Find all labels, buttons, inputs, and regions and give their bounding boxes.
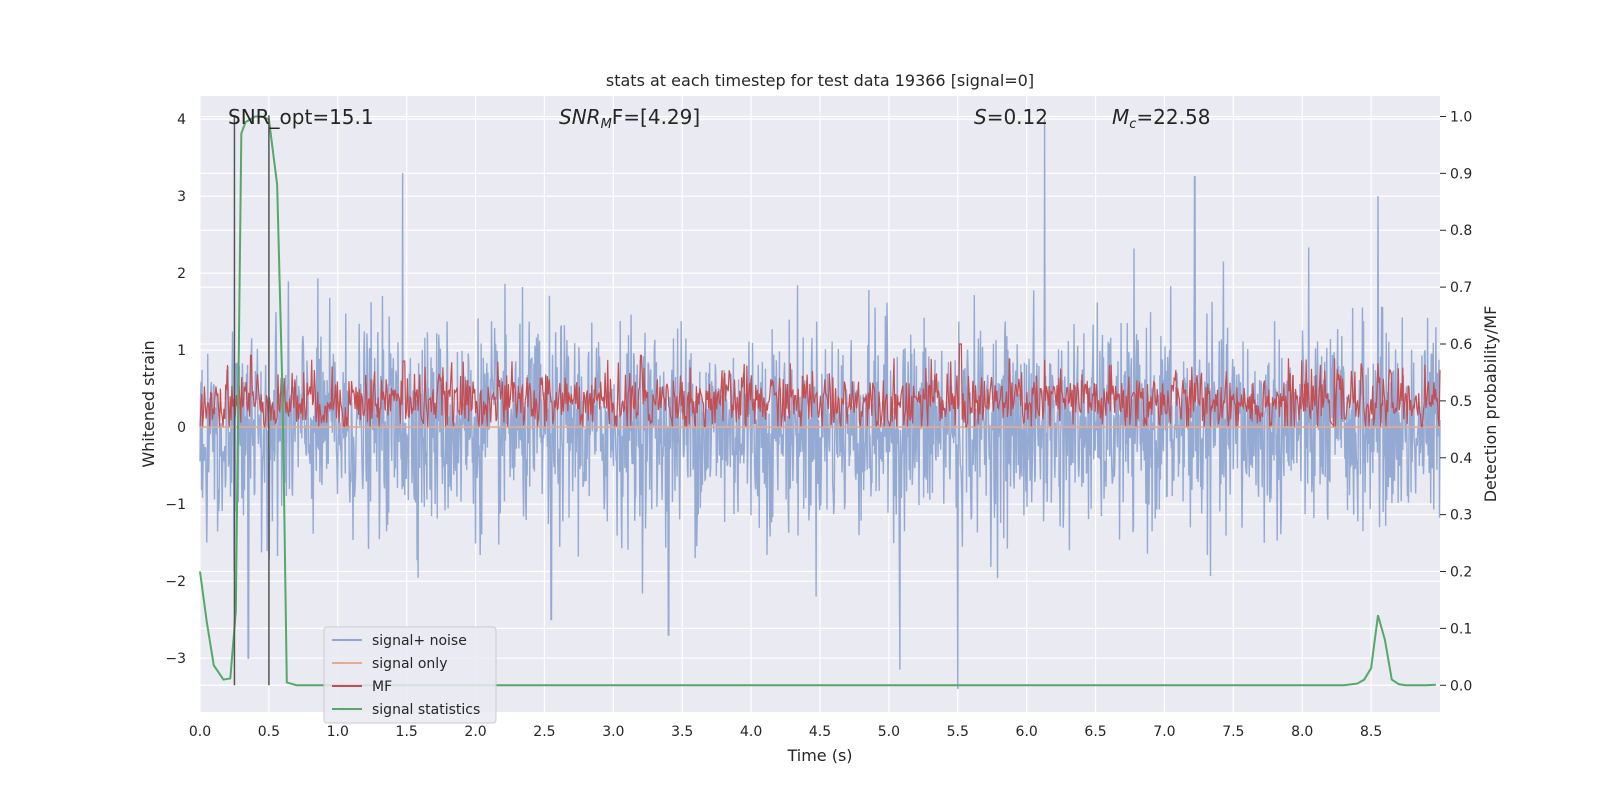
y2-tick-label: 0.4	[1450, 451, 1472, 467]
x-tick-label: 4.0	[740, 724, 762, 740]
x-tick-label: 6.5	[1084, 724, 1106, 740]
y-tick-label: −1	[165, 497, 186, 513]
annotation-s: S=0.12	[974, 105, 1048, 129]
tick-layer: 0.0 0.5 1.0 1.5 2.0 2.5 3.0 3.5 4.0 4.5 5.0 5.5 6.0 6…	[165, 109, 1472, 740]
y-tick-label: 1	[177, 343, 186, 359]
annotation-snr-opt: SNR_opt=15.1	[228, 105, 374, 129]
legend: signal+ noise signal only MF signal stat…	[323, 626, 497, 724]
x-tick-label: 0.0	[189, 724, 211, 740]
y-tick-label: −2	[165, 574, 186, 590]
series-signal-statistics	[199, 115, 1436, 687]
x-tick-label: 2.0	[464, 724, 486, 740]
series-signal-noise	[199, 119, 1441, 689]
annotation-mc: Mc=22.58	[1112, 105, 1210, 132]
x-tick-label: 7.5	[1222, 724, 1244, 740]
legend-label-signal-noise: signal+ noise	[372, 633, 467, 649]
y2-tick-label: 0.7	[1450, 280, 1472, 296]
y-tick-label: −3	[165, 651, 186, 667]
annotation-mc-value: =22.58	[1136, 105, 1210, 129]
legend-label-signal-only: signal only	[372, 656, 447, 672]
y2-tick-label: 0.5	[1450, 394, 1472, 410]
x-tick-label: 1.5	[396, 724, 418, 740]
x-tick-label: 8.5	[1360, 724, 1382, 740]
annotation-s-value: =0.12	[987, 105, 1048, 129]
x-tick-label: 2.5	[533, 724, 555, 740]
y2-tick-label: 0.1	[1450, 621, 1472, 637]
y2-tick-label: 0.6	[1450, 337, 1472, 353]
annotation-s-symbol: S	[974, 105, 987, 129]
x-tick-label: 3.0	[602, 724, 624, 740]
y-tick-label: 4	[177, 112, 186, 128]
x-tick-label: 5.5	[947, 724, 969, 740]
chart-title: stats at each timestep for test data 193…	[606, 71, 1034, 90]
series-layer	[199, 115, 1441, 689]
y-axis-label: Whitened strain	[139, 340, 158, 467]
y-tick-label: 3	[177, 189, 186, 205]
y-tick-label: 0	[177, 420, 186, 436]
x-tick-label: 3.5	[671, 724, 693, 740]
y2-axis-label: Detection probability/MF	[1481, 306, 1500, 503]
annotation-snr-mf-symbol: SNR	[559, 105, 601, 129]
series-mf	[199, 343, 1441, 429]
x-tick-label: 5.0	[878, 724, 900, 740]
legend-label-mf: MF	[372, 679, 392, 695]
annotation-snr-mf-subscript: M	[601, 117, 612, 132]
x-tick-label: 6.0	[1016, 724, 1038, 740]
annotations: SNR_opt=15.1 SNRMF=[4.29] S=0.12 Mc=22.5…	[228, 105, 1210, 132]
legend-box	[323, 626, 497, 724]
y2-tick-label: 0.2	[1450, 565, 1472, 581]
x-tick-label: 8.0	[1291, 724, 1313, 740]
x-tick-label: 1.0	[327, 724, 349, 740]
y2-tick-label: 0.8	[1450, 223, 1472, 239]
x-axis-label: Time (s)	[786, 746, 852, 765]
y2-tick-label: 0.9	[1450, 166, 1472, 182]
y2-tick-label: 0.0	[1450, 678, 1472, 694]
x-tick-label: 4.5	[809, 724, 831, 740]
x-tick-label: 0.5	[258, 724, 280, 740]
x-tick-label: 7.0	[1153, 724, 1175, 740]
annotation-mc-symbol: M	[1112, 105, 1129, 129]
y2-tick-label: 0.3	[1450, 508, 1472, 524]
y-tick-label: 2	[177, 266, 186, 282]
legend-label-signal-statistics: signal statistics	[372, 702, 480, 718]
annotation-snr-mf-value: F=[4.29]	[612, 105, 700, 129]
annotation-snr-mf: SNRMF=[4.29]	[559, 105, 700, 132]
annotation-mc-subscript: c	[1129, 117, 1136, 132]
y2-tick-label: 1.0	[1450, 109, 1472, 125]
